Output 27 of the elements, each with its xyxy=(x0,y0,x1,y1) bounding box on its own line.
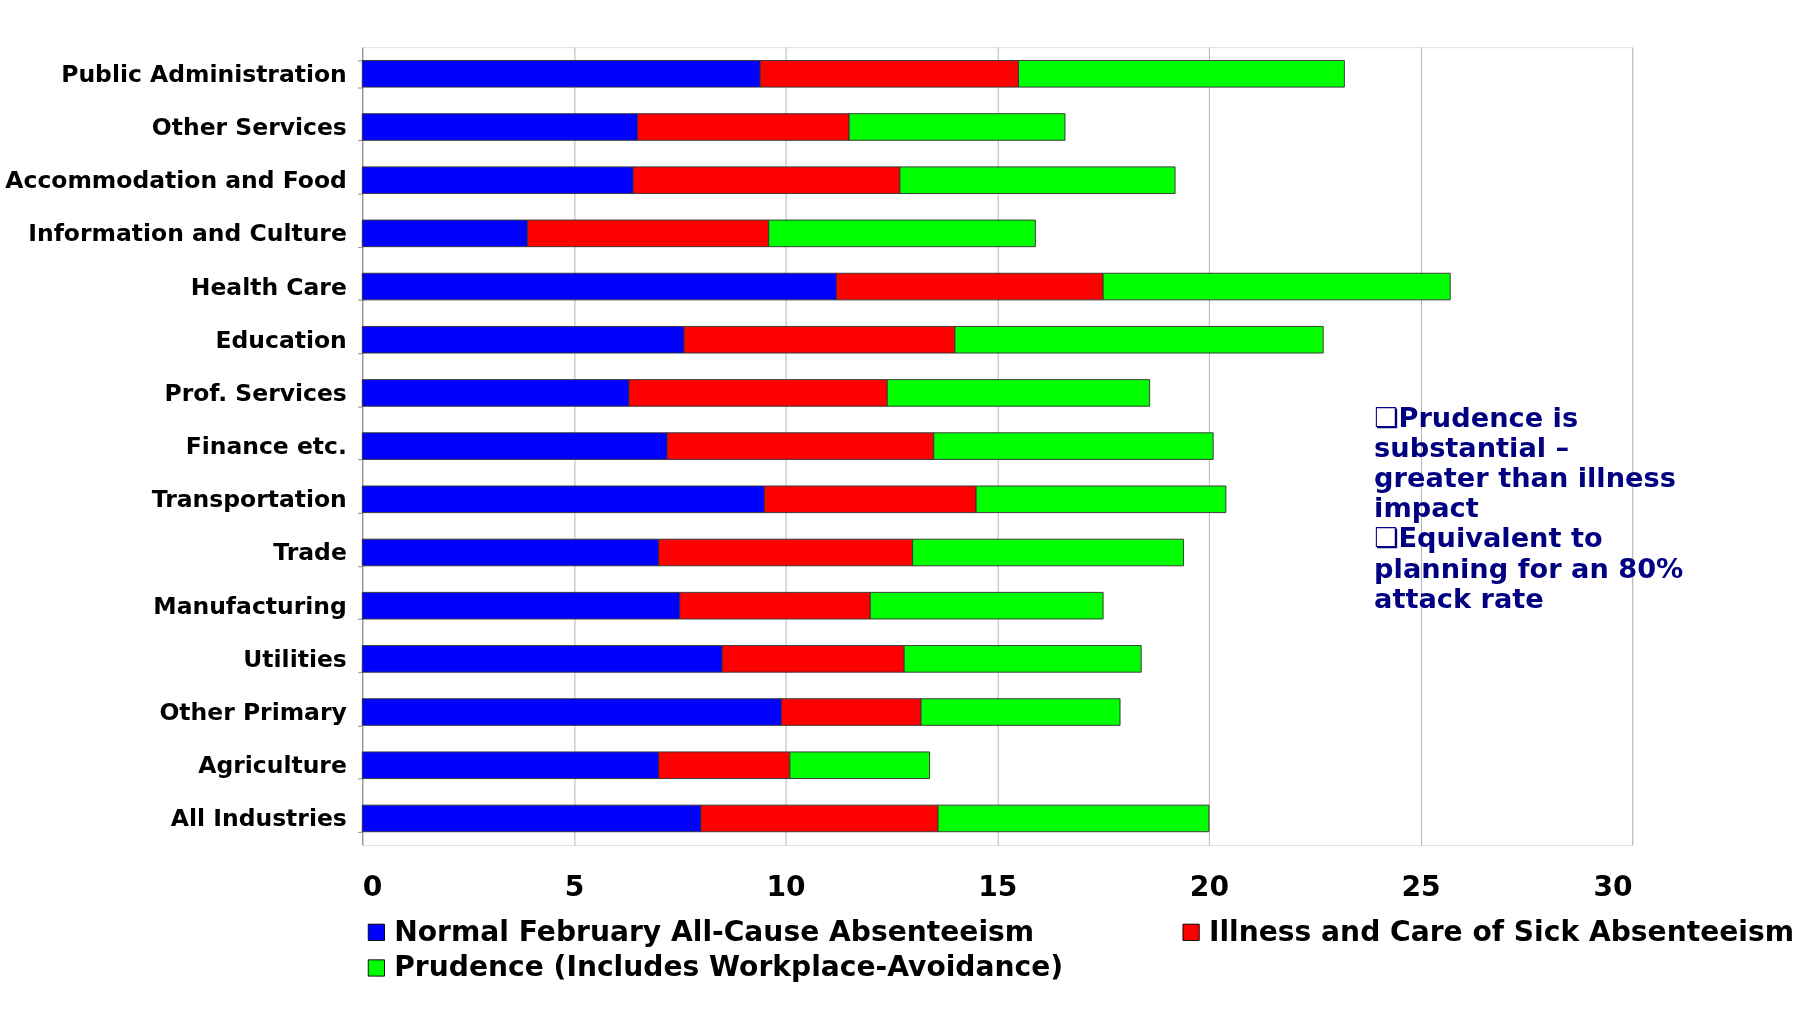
x-tick-label: 0 xyxy=(362,870,383,904)
y-tick-label: Utilities xyxy=(243,644,347,673)
legend-label: Illness and Care of Sick Absenteeism xyxy=(1208,914,1795,948)
x-tick-label: 15 xyxy=(978,870,1018,904)
annotation: ❏Equivalent to planning for an 80% attack rate xyxy=(1374,522,1684,614)
y-tick-label: Accommodation and Food xyxy=(5,166,347,195)
y-tick-label: Education xyxy=(215,325,347,354)
y-tick-label: Transportation xyxy=(151,485,347,514)
y-tick-label: Public Administration xyxy=(61,59,347,88)
y-tick-label: Trade xyxy=(273,538,347,567)
y-tick-label: Other Primary xyxy=(159,698,347,727)
x-tick-label: 30 xyxy=(1593,870,1633,904)
y-tick-label: All Industries xyxy=(170,804,347,833)
x-tick-label: 25 xyxy=(1401,870,1441,904)
y-tick-label: Health Care xyxy=(190,272,347,301)
y-tick-label: Prof. Services xyxy=(164,378,347,407)
x-tick-label: 10 xyxy=(766,870,806,904)
y-tick-label: Other Services xyxy=(151,112,347,141)
x-tick-label: 20 xyxy=(1189,870,1229,904)
y-tick-label: Finance etc. xyxy=(185,432,347,461)
x-tick-label: 5 xyxy=(564,870,585,904)
y-tick-label: Information and Culture xyxy=(28,219,347,248)
legend-label: Normal February All-Cause Absenteeism xyxy=(394,914,1035,948)
legend-label: Prudence (Includes Workplace-Avoidance) xyxy=(394,950,1064,984)
y-tick-label: Agriculture xyxy=(198,751,347,780)
annotation: ❏Prudence is substantial – greater than illness impact xyxy=(1374,402,1676,524)
y-tick-label: Manufacturing xyxy=(153,591,347,620)
